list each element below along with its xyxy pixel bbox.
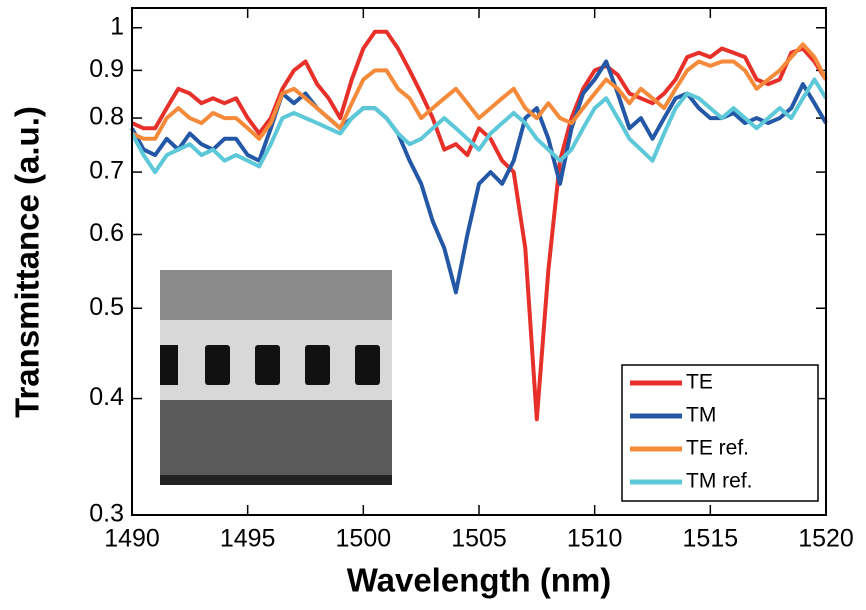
series-line bbox=[130, 77, 828, 175]
x-tick-label: 1500 bbox=[336, 525, 392, 553]
x-tick-label: 1510 bbox=[567, 525, 623, 553]
y-tick-label: 0.9 bbox=[89, 55, 124, 83]
series-line bbox=[131, 29, 828, 422]
series-line bbox=[130, 59, 828, 295]
y-tick-label: 0.5 bbox=[89, 293, 124, 321]
y-tick-label: 0.6 bbox=[89, 219, 124, 247]
x-tick-label: 1505 bbox=[451, 525, 507, 553]
y-tick-label: 1 bbox=[110, 12, 124, 40]
inset-image bbox=[160, 270, 392, 485]
legend-label: TM ref. bbox=[686, 470, 753, 493]
x-tick-label: 1495 bbox=[220, 525, 276, 553]
x-tick-label: 1490 bbox=[104, 525, 160, 553]
series-line bbox=[131, 42, 828, 141]
x-axis-label: Wavelength (nm) bbox=[347, 562, 612, 599]
y-tick-label: 0.7 bbox=[89, 157, 124, 185]
plot-frame bbox=[131, 7, 827, 516]
y-axis-label: Transmittance (a.u.) bbox=[9, 106, 46, 418]
y-tick-label: 0.8 bbox=[89, 103, 124, 131]
legend-label: TE ref. bbox=[686, 437, 749, 460]
legend-label: TM bbox=[686, 404, 716, 427]
x-tick-label: 1520 bbox=[798, 525, 854, 553]
legend-label: TE bbox=[686, 371, 713, 394]
x-tick-label: 1515 bbox=[683, 525, 739, 553]
y-tick-label: 0.3 bbox=[89, 500, 124, 528]
y-tick-label: 0.4 bbox=[89, 383, 124, 411]
legend-box bbox=[621, 364, 819, 502]
